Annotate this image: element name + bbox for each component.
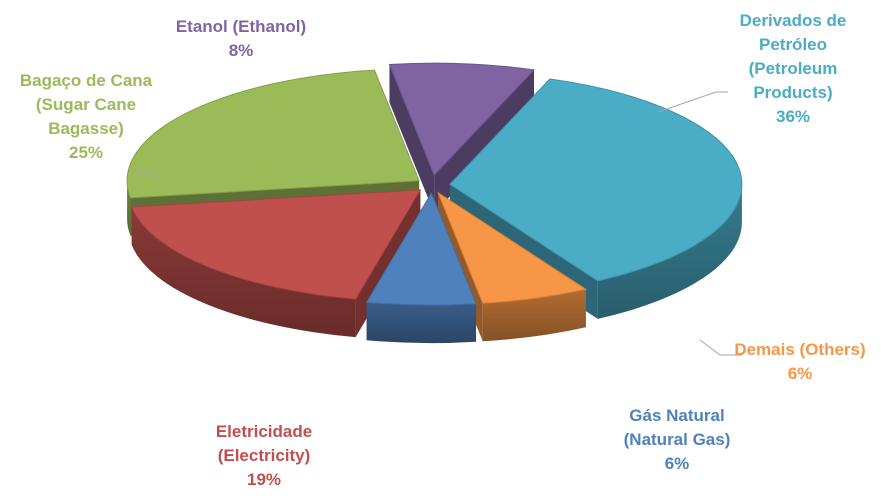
slice-label-line-4-0: Bagaço de Cana bbox=[20, 71, 153, 90]
leader-line-0 bbox=[657, 91, 728, 113]
slice-4-top bbox=[126, 69, 420, 199]
slice-label-4: Bagaço de Cana (Sugar Cane Bagasse) 25% bbox=[20, 71, 153, 162]
slice-labels: Derivados de Petróleo (Petroleum Products) 3… bbox=[20, 11, 866, 489]
leader-line-1 bbox=[699, 339, 742, 356]
pie-tops bbox=[126, 62, 743, 306]
slice-4-side-shade-0 bbox=[127, 180, 131, 236]
slice-label-line-4-2: Bagasse) bbox=[48, 119, 124, 138]
slice-label-line-0-2: (Petroleum bbox=[749, 59, 838, 78]
slice-label-line-3-1: (Electricity) bbox=[218, 446, 311, 465]
slice-percent-5: 8% bbox=[229, 41, 254, 60]
slice-label-3: Eletricidade (Electricity) 19% bbox=[216, 422, 312, 489]
slice-label-2: Gás Natural (Natural Gas) 6% bbox=[624, 406, 731, 473]
slice-percent-1: 6% bbox=[788, 364, 813, 383]
slice-1-top bbox=[436, 191, 588, 304]
slice-label-line-5-0: Etanol (Ethanol) bbox=[176, 17, 306, 36]
slice-label-line-0-1: Petróleo bbox=[759, 35, 827, 54]
slice-label-5: Etanol (Ethanol) 8% bbox=[176, 17, 306, 60]
slice-percent-4: 25% bbox=[69, 143, 103, 162]
slice-label-line-0-3: Products) bbox=[753, 83, 832, 102]
slice-0-side-shade-0 bbox=[597, 184, 742, 319]
slice-1-side-shade-0 bbox=[482, 289, 586, 342]
slice-percent-0: 36% bbox=[776, 107, 810, 126]
slice-2-top bbox=[365, 191, 477, 306]
slice-label-line-4-1: (Sugar Cane bbox=[36, 95, 136, 114]
leader-line-4 bbox=[132, 171, 161, 179]
leader-lines bbox=[132, 91, 742, 356]
slice-label-line-2-1: (Natural Gas) bbox=[624, 430, 731, 449]
slice-3-top bbox=[131, 189, 422, 300]
slice-label-0: Derivados de Petróleo (Petroleum Products) 3… bbox=[740, 11, 847, 126]
slice-label-1: Demais (Others) 6% bbox=[734, 340, 865, 383]
slice-label-line-2-0: Gás Natural bbox=[629, 406, 724, 425]
slice-percent-2: 6% bbox=[665, 454, 690, 473]
slice-label-line-3-0: Eletricidade bbox=[216, 422, 312, 441]
slice-5-top bbox=[388, 62, 536, 177]
slice-5-wall-0 bbox=[389, 64, 435, 214]
slice-3-side-shade-0 bbox=[131, 207, 356, 338]
slice-label-line-1-0: Demais (Others) bbox=[734, 340, 865, 359]
slice-label-line-0-0: Derivados de bbox=[740, 11, 847, 30]
slice-2-side-shade-0 bbox=[366, 302, 477, 344]
slice-percent-3: 19% bbox=[247, 470, 281, 489]
slice-0-top bbox=[449, 78, 743, 282]
